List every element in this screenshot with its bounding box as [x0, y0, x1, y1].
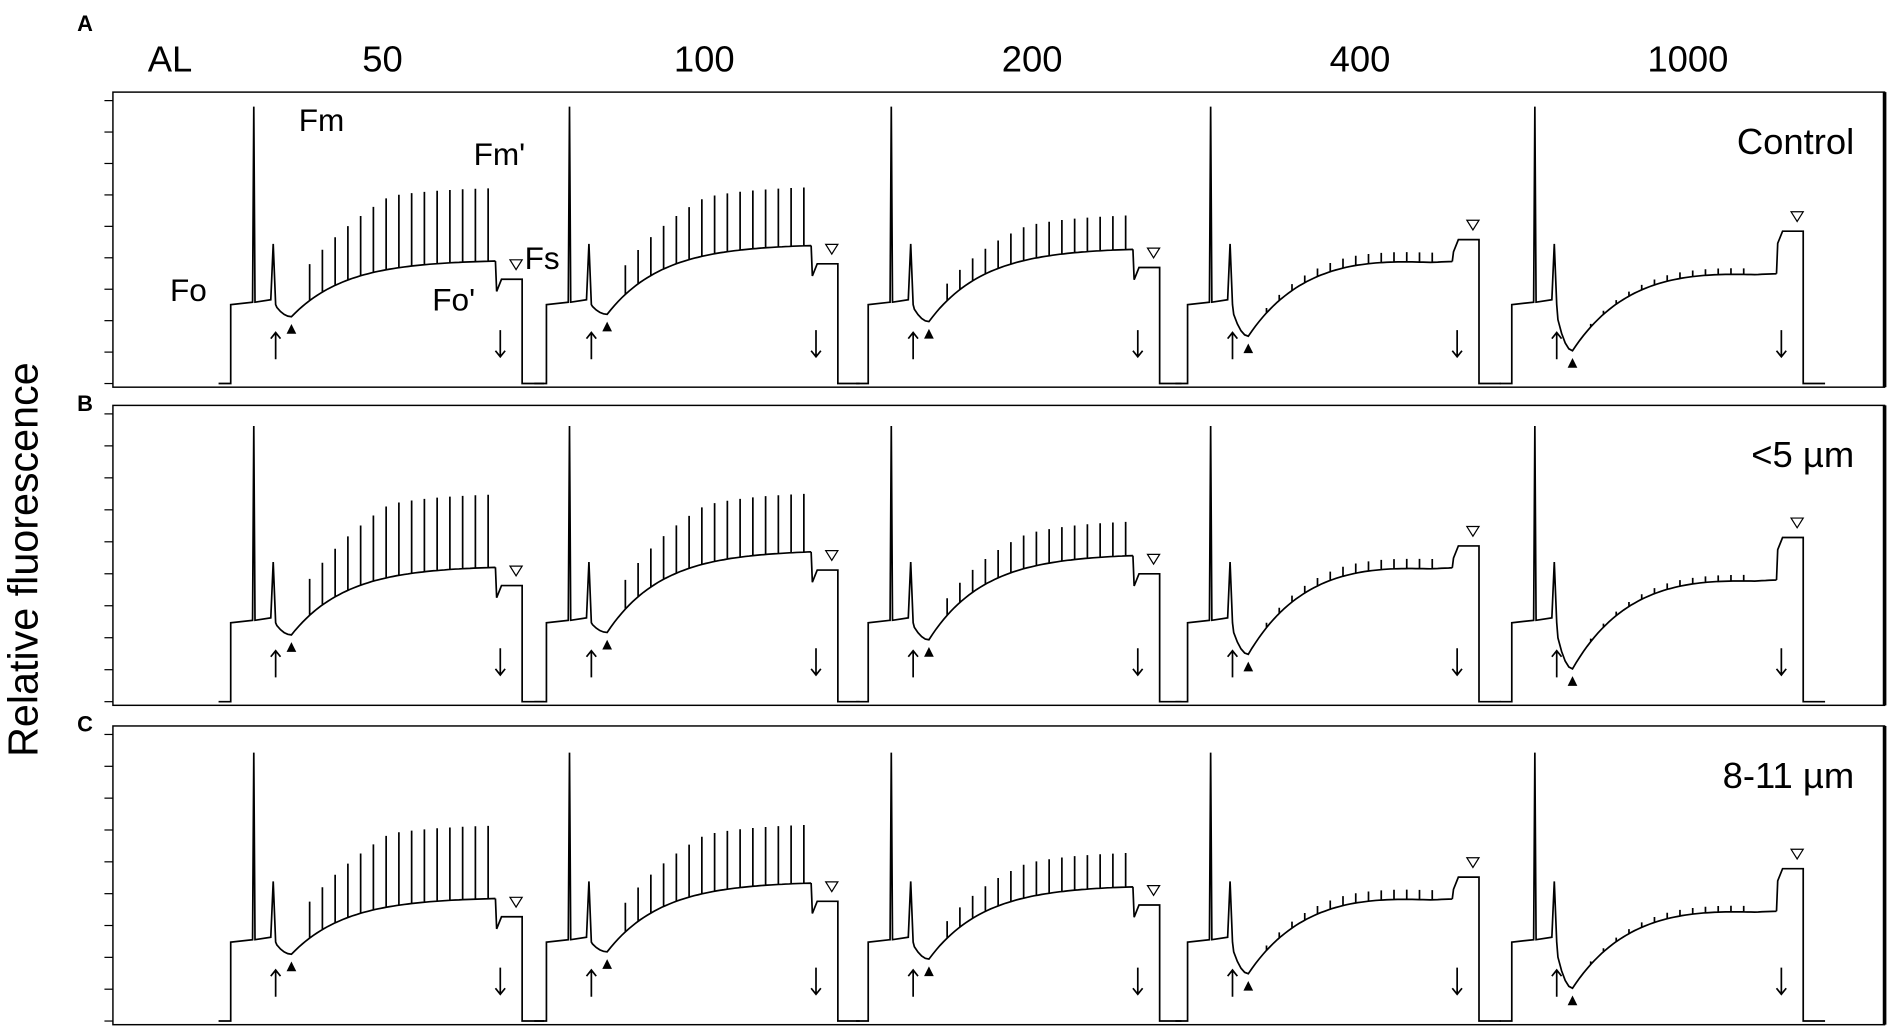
dip-marker	[286, 961, 297, 972]
fluorescence-trace	[856, 426, 1182, 703]
al-off-arrow	[1132, 967, 1144, 996]
panel-frame	[112, 725, 1886, 1026]
fluorescence-trace	[218, 426, 544, 703]
light-level: 100	[674, 38, 735, 79]
dip-marker	[1567, 995, 1578, 1006]
fluorescence-trace	[1499, 106, 1826, 385]
fo-prime-marker	[508, 565, 524, 577]
dip-marker	[924, 966, 934, 977]
al-label: AL	[148, 38, 193, 79]
al-off-arrow	[1775, 967, 1787, 996]
fo-prime-marker	[1146, 884, 1161, 897]
light-level: 200	[1002, 38, 1063, 79]
fo-prime-marker	[1465, 525, 1481, 538]
fo-prime-marker	[1146, 247, 1161, 259]
dip-marker	[924, 328, 934, 339]
al-on-arrow	[270, 649, 282, 678]
al-on-arrow	[1226, 649, 1239, 678]
fo-prime-marker	[1789, 848, 1805, 861]
dip-marker	[286, 324, 297, 334]
al-off-arrow	[494, 648, 506, 677]
fluorescence-trace	[856, 752, 1182, 1022]
fluorescence-trace	[534, 106, 860, 385]
light-level: 400	[1330, 38, 1391, 79]
fluorescence-trace	[534, 426, 860, 703]
fluorescence-trace	[1175, 426, 1501, 703]
al-off-arrow	[1775, 330, 1787, 359]
dip-marker	[1243, 661, 1254, 672]
fm-label: Fm	[299, 102, 345, 138]
dip-marker	[1567, 358, 1578, 368]
fluorescence-trace	[534, 752, 860, 1022]
fo-prime-marker	[1789, 211, 1805, 223]
al-off-arrow	[810, 967, 822, 996]
fluorescence-trace	[856, 106, 1182, 385]
al-on-arrow	[585, 968, 597, 997]
dip-marker	[602, 321, 612, 332]
fo-prime-marker	[1789, 517, 1805, 529]
fs-label: Fs	[525, 240, 560, 276]
al-off-arrow	[494, 967, 506, 996]
al-on-arrow	[1551, 331, 1563, 360]
dip-marker	[924, 647, 934, 657]
dip-marker	[286, 642, 297, 652]
fluorescence-trace	[218, 752, 544, 1022]
fm-prime-label: Fm'	[474, 136, 526, 172]
fo-prime-marker	[824, 243, 839, 256]
fluorescence-trace	[218, 106, 544, 385]
fo-prime-marker	[508, 896, 524, 909]
fluorescence-trace	[1499, 752, 1826, 1022]
al-on-arrow	[270, 968, 282, 997]
condition-label: <5 µm	[1751, 434, 1854, 475]
al-on-arrow	[270, 331, 282, 360]
light-level: 1000	[1647, 38, 1728, 79]
fo-prime-marker	[824, 550, 839, 562]
fo-prime-label: Fo'	[432, 282, 475, 318]
fluorescence-trace	[1175, 752, 1501, 1022]
condition-label: 8-11 µm	[1723, 755, 1855, 796]
al-on-arrow	[1551, 649, 1563, 678]
al-off-arrow	[1775, 648, 1787, 677]
fluorescence-trace	[1499, 426, 1826, 703]
al-on-arrow	[1226, 968, 1239, 997]
fo-prime-marker	[1146, 553, 1161, 566]
fluorescence-trace	[1175, 106, 1501, 385]
light-level: 50	[362, 38, 402, 79]
al-on-arrow	[585, 649, 597, 678]
al-off-arrow	[1451, 967, 1463, 996]
fo-prime-marker	[508, 259, 524, 271]
al-off-arrow	[1451, 330, 1463, 359]
al-off-arrow	[1132, 330, 1144, 359]
panel-label: A	[77, 11, 93, 36]
al-on-arrow	[1551, 968, 1563, 997]
condition-label: Control	[1737, 121, 1854, 162]
fo-label: Fo	[170, 272, 207, 308]
al-off-arrow	[810, 648, 822, 677]
al-on-arrow	[907, 968, 919, 997]
dip-marker	[1567, 676, 1578, 686]
fo-prime-marker	[1465, 219, 1481, 232]
panel-label: B	[77, 391, 93, 416]
dip-marker	[602, 959, 612, 969]
dip-marker	[1243, 343, 1254, 354]
fo-prime-marker	[824, 881, 839, 893]
al-off-arrow	[1451, 648, 1463, 677]
al-off-arrow	[494, 330, 506, 359]
al-off-arrow	[810, 330, 822, 359]
al-off-arrow	[1132, 648, 1144, 677]
al-on-arrow	[907, 649, 919, 678]
al-on-arrow	[1226, 331, 1239, 360]
y-axis-label: Relative fluorescence	[1, 362, 47, 757]
al-on-arrow	[907, 331, 919, 360]
al-on-arrow	[585, 331, 597, 360]
dip-marker	[1243, 980, 1254, 991]
panel-label: C	[77, 712, 93, 737]
dip-marker	[602, 639, 612, 650]
fo-prime-marker	[1465, 857, 1481, 869]
panel-frame	[112, 91, 1886, 388]
